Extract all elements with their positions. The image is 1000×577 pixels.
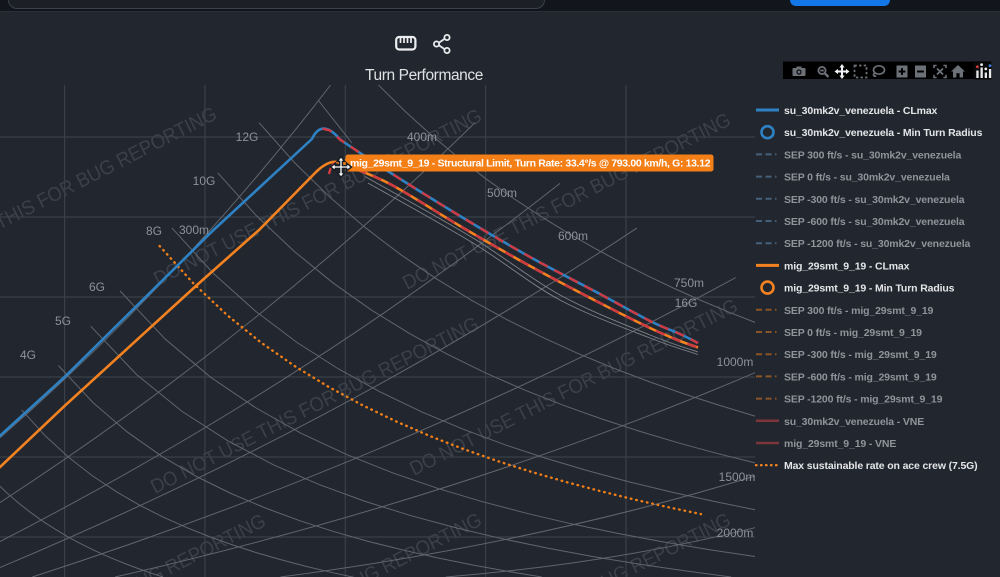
- svg-text:500m: 500m: [487, 186, 517, 200]
- svg-text:400m: 400m: [407, 130, 437, 144]
- svg-text:SEP 0 ft/s - su_30mk2v_venezue: SEP 0 ft/s - su_30mk2v_venezuela: [784, 172, 950, 184]
- svg-text:SEP 0 ft/s - mig_29smt_9_19: SEP 0 ft/s - mig_29smt_9_19: [784, 327, 922, 339]
- svg-text:mig_29smt_9_19 - CLmax: mig_29smt_9_19 - CLmax: [784, 260, 910, 272]
- svg-text:300m: 300m: [179, 223, 209, 237]
- svg-text:SEP 300 ft/s - su_30mk2v_venez: SEP 300 ft/s - su_30mk2v_venezuela: [784, 149, 961, 161]
- svg-text:1000m: 1000m: [717, 355, 754, 369]
- svg-text:su_30mk2v_venezuela - Min Turn: su_30mk2v_venezuela - Min Turn Radius: [784, 127, 983, 139]
- svg-text:mig_29smt_9_19 - Min Turn Radi: mig_29smt_9_19 - Min Turn Radius: [784, 283, 955, 295]
- svg-text:su_30mk2v_venezuela - VNE: su_30mk2v_venezuela - VNE: [784, 416, 924, 428]
- svg-text:1500m: 1500m: [719, 470, 756, 484]
- svg-text:Max sustainable rate on ace cr: Max sustainable rate on ace crew (7.5G): [784, 460, 978, 472]
- svg-text:16G: 16G: [675, 296, 698, 310]
- svg-text:SEP -1200 ft/s - mig_29smt_9_1: SEP -1200 ft/s - mig_29smt_9_19: [784, 394, 943, 406]
- svg-text:5G: 5G: [55, 314, 71, 328]
- svg-text:mig_29smt_9_19 - VNE: mig_29smt_9_19 - VNE: [784, 438, 896, 450]
- svg-text:6G: 6G: [89, 280, 105, 294]
- svg-text:SEP -300 ft/s - su_30mk2v_vene: SEP -300 ft/s - su_30mk2v_venezuela: [784, 194, 965, 206]
- svg-text:su_30mk2v_venezuela - CLmax: su_30mk2v_venezuela - CLmax: [784, 105, 938, 117]
- svg-text:10G: 10G: [193, 174, 216, 188]
- svg-text:8G: 8G: [146, 224, 162, 238]
- svg-text:SEP -600 ft/s - mig_29smt_9_19: SEP -600 ft/s - mig_29smt_9_19: [784, 371, 937, 383]
- svg-text:SEP -600 ft/s - su_30mk2v_vene: SEP -600 ft/s - su_30mk2v_venezuela: [784, 216, 965, 228]
- svg-text:SEP -1200 ft/s - su_30mk2v_ven: SEP -1200 ft/s - su_30mk2v_venezuela: [784, 238, 971, 250]
- svg-text:SEP -300 ft/s - mig_29smt_9_19: SEP -300 ft/s - mig_29smt_9_19: [784, 349, 937, 361]
- svg-text:SEP 300 ft/s - mig_29smt_9_19: SEP 300 ft/s - mig_29smt_9_19: [784, 305, 934, 317]
- svg-text:4G: 4G: [20, 348, 36, 362]
- svg-text:12G: 12G: [236, 130, 259, 144]
- svg-text:600m: 600m: [558, 229, 588, 243]
- svg-text:mig_29smt_9_19 - Structural Li: mig_29smt_9_19 - Structural Limit, Turn …: [350, 158, 711, 170]
- svg-text:750m: 750m: [674, 276, 704, 290]
- svg-text:2000m: 2000m: [717, 526, 754, 540]
